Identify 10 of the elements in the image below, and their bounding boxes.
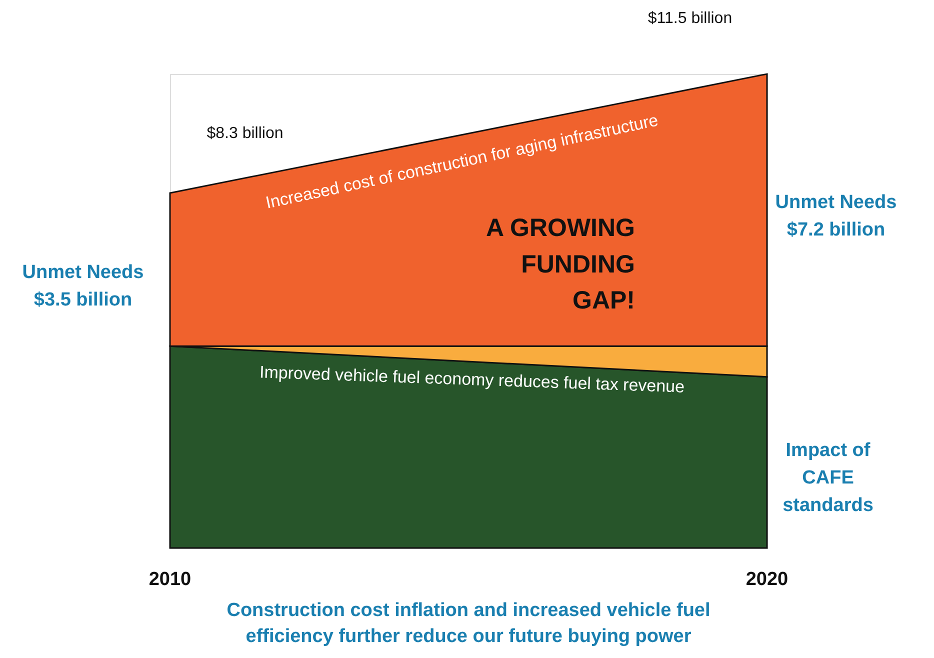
x-tick-label: 2020	[746, 569, 788, 590]
annotation: $8.3 billion	[206, 125, 284, 142]
annotation: A GROWING FUNDING GAP!	[486, 214, 635, 314]
text: $11.5 billion	[648, 10, 732, 27]
text: Impact of CAFE standards	[782, 440, 874, 516]
text: Unmet Needs $7.2 billion	[775, 192, 897, 241]
text: Unmet Needs $3.5 billion	[22, 262, 144, 311]
x-tick-label: 2010	[148, 569, 192, 590]
text: Construction cost inflation and increased vehicle fuel efficiency further reduce our future buying power	[226, 600, 710, 647]
annotation: Improved vehicle fuel economy reduces fuel tax revenue	[259, 362, 685, 396]
